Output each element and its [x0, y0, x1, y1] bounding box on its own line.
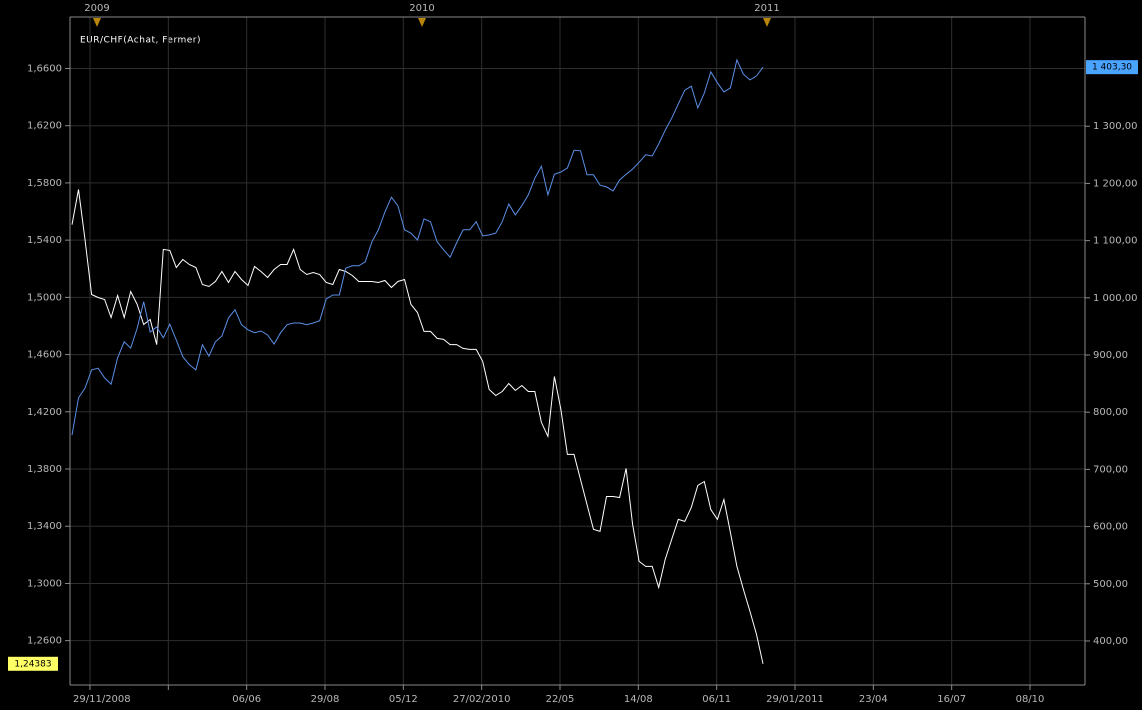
- y-tick-label: 1,6600: [27, 63, 62, 74]
- year-marker: [418, 18, 426, 27]
- y-tick-label: 1,3400: [27, 521, 62, 532]
- y2-tick-label: 1 200,00: [1093, 178, 1138, 189]
- y-tick-label: 1,3000: [27, 578, 62, 589]
- year-label: 2010: [409, 3, 434, 14]
- x-tick-label: 05/12: [389, 694, 418, 705]
- y2-tick-label: 1 100,00: [1093, 236, 1138, 247]
- y-tick-label: 1,5000: [27, 292, 62, 303]
- last-value-box: [8, 656, 58, 671]
- series-line: [71, 58, 764, 436]
- y-tick-label: 1,2600: [27, 636, 62, 647]
- year-label: 2009: [84, 3, 109, 14]
- x-tick-label: 29/08: [311, 694, 340, 705]
- y2-tick-label: 1 300,00: [1093, 121, 1138, 132]
- x-tick-label: 14/08: [624, 694, 653, 705]
- y-tick-label: 1,6200: [27, 121, 62, 132]
- last-value-box: [1086, 60, 1138, 75]
- x-tick-label: 08/10: [1016, 694, 1045, 705]
- y2-tick-label: 500,00: [1093, 579, 1128, 590]
- x-tick-label: 29/11/2008: [73, 694, 131, 705]
- x-tick-label: 06/11: [702, 694, 731, 705]
- year-label: 2011: [754, 3, 779, 14]
- year-marker: [93, 18, 101, 27]
- y2-tick-label: 600,00: [1093, 522, 1128, 533]
- series-line: [71, 189, 764, 664]
- x-tick-label: 22/05: [546, 694, 575, 705]
- y-tick-label: 1,4600: [27, 350, 62, 361]
- y2-tick-label: 900,00: [1093, 350, 1128, 361]
- y-tick-label: 1,5800: [27, 178, 62, 189]
- last-value-label: 1,24383: [14, 659, 51, 669]
- x-tick-label: 06/06: [232, 694, 261, 705]
- y-tick-label: 1,3800: [27, 464, 62, 475]
- y2-tick-label: 400,00: [1093, 636, 1128, 647]
- year-marker: [763, 18, 771, 27]
- x-tick-label: 16/07: [937, 694, 966, 705]
- legend: EUR/CHF(Achat, Fermer): [80, 36, 201, 46]
- y2-tick-label: 1 000,00: [1093, 293, 1138, 304]
- x-tick-label: 29/01/2011: [766, 694, 824, 705]
- y-tick-label: 1,5400: [27, 235, 62, 246]
- last-value-label: 1 403,30: [1092, 63, 1132, 73]
- y-tick-label: 1,4200: [27, 407, 62, 418]
- y2-tick-label: 700,00: [1093, 464, 1128, 475]
- x-tick-label: 27/02/2010: [453, 694, 511, 705]
- y2-tick-label: 800,00: [1093, 407, 1128, 418]
- x-tick-label: 23/04: [859, 694, 888, 705]
